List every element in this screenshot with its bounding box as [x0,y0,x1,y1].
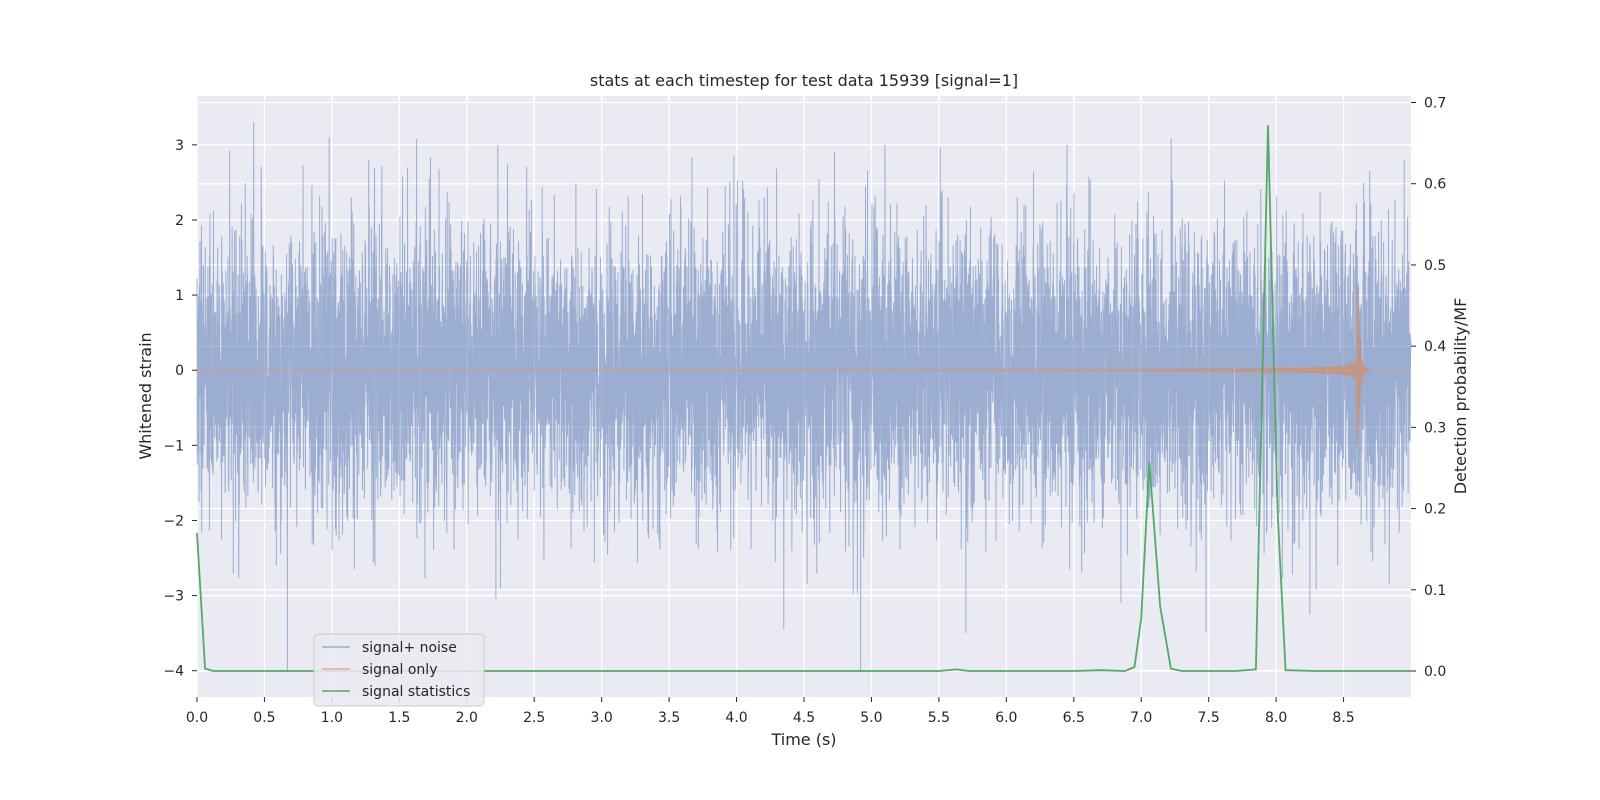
y2-tick-label: 0.7 [1424,95,1446,111]
series-signal-only [196,286,1411,447]
y-axis-label: Whitened strain [136,332,155,459]
series-line-signal-only [196,286,1411,447]
x-tick-label: 4.5 [793,710,815,726]
y-tick-label: 1 [175,288,184,304]
legend: signal+ noise signal only signal statist… [313,633,485,707]
legend-box [313,633,485,707]
x-tick-label: 1.5 [388,710,410,726]
x-tick-label: 2.5 [523,710,545,726]
y2-tick-label: 0.6 [1424,177,1446,193]
x-tick-label: 5.5 [928,710,950,726]
y-tick-label: 2 [175,213,184,229]
y-tick-label: 3 [175,138,184,154]
y2-tick-label: 0.1 [1424,583,1446,599]
x-tick-label: 4.0 [725,710,747,726]
y2-tick-label: 0.4 [1424,339,1446,355]
y2-tick-labels: 0.7 0.6 0.5 0.4 0.3 0.2 0.1 0.0 [1411,95,1446,680]
x-tick-label: 7.5 [1198,710,1220,726]
x-tick-label: 6.0 [995,710,1017,726]
series-line-signal-noise [196,122,1412,671]
y-tick-label: −3 [163,589,184,605]
x-tick-label: 5.0 [860,710,882,726]
x-tick-labels: 0.0 0.5 1.0 1.5 2.0 2.5 3.0 3.5 4.0 4.5 5.0 5.5 6.0 6… [186,697,1355,726]
x-tick-label: 3.5 [658,710,680,726]
y-tick-label: 0 [175,363,184,379]
x-axis-label: Time (s) [770,730,836,749]
x-tick-label: 0.5 [253,710,275,726]
y-tick-labels: 3 2 1 0 −1 −2 −3 −4 [163,138,197,680]
x-tick-label: 3.0 [591,710,613,726]
x-tick-label: 2.0 [456,710,478,726]
y-tick-label: −2 [163,513,184,529]
x-tick-label: 0.0 [186,710,208,726]
y2-axis-label: Detection probability/MF [1451,298,1470,495]
x-tick-label: 1.0 [321,710,343,726]
legend-label-signal-statistics: signal statistics [362,684,470,700]
x-tick-label: 6.5 [1063,710,1085,726]
x-tick-label: 8.5 [1332,710,1354,726]
y-tick-label: −1 [163,438,184,454]
y2-tick-label: 0.0 [1424,664,1446,680]
x-tick-label: 8.0 [1265,710,1287,726]
x-tick-label: 7.0 [1130,710,1152,726]
y-tick-label: −4 [163,664,184,680]
legend-label-signal-only: signal only [362,662,437,678]
chart-title: stats at each timestep for test data 159… [590,71,1018,90]
legend-label-signal-noise: signal+ noise [362,640,457,656]
y2-tick-label: 0.2 [1424,502,1446,518]
y2-tick-label: 0.5 [1424,258,1446,274]
y2-tick-label: 0.3 [1424,420,1446,436]
series-signal-noise [196,122,1412,671]
